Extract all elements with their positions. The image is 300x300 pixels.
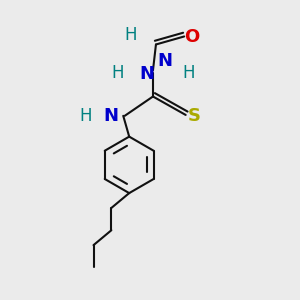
Text: N: N [158,52,172,70]
Text: O: O [184,28,199,46]
Text: S: S [188,107,201,125]
Text: H: H [182,64,195,82]
Text: H: H [124,26,137,44]
Text: H: H [111,64,124,82]
Text: H: H [80,107,92,125]
Text: N: N [140,65,154,83]
Text: N: N [104,107,119,125]
